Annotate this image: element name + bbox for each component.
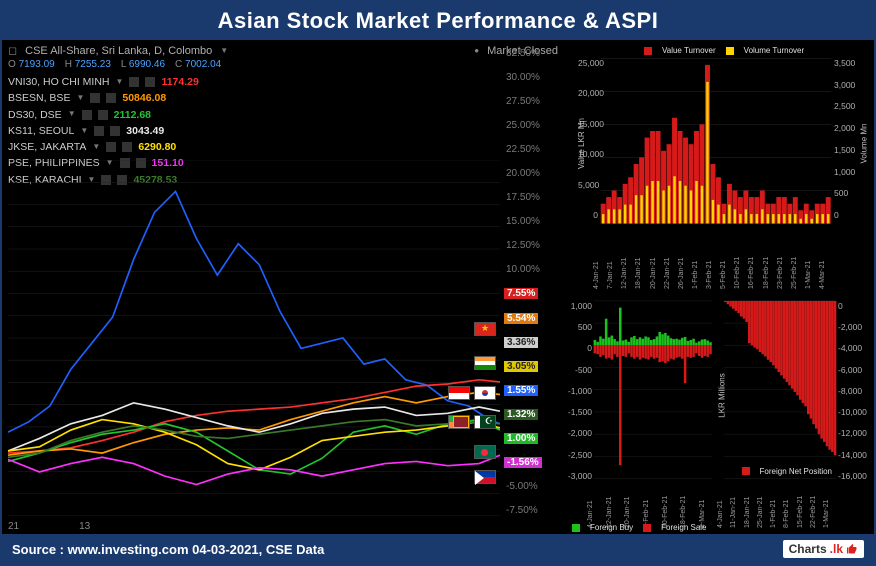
percent-badge: 3.36%	[504, 337, 538, 348]
net-position-chart: 0-2,000-4,000-6,000-8,000-10,000-12,000-…	[718, 295, 870, 530]
thumbs-up-icon	[846, 543, 858, 555]
main-x-axis: 21 13	[8, 521, 500, 532]
page-title: Asian Stock Market Performance & ASPI	[2, 2, 874, 40]
x-tick: 21	[8, 521, 19, 532]
ohlc-o-val: 7193.09	[19, 59, 55, 70]
foreign-flow-chart: 1,0005000-500-1,000-1,500-2,000-2,500-3,…	[564, 295, 716, 530]
percent-badge: 5.54%	[504, 313, 538, 324]
y-axis-label: Value LKR Mn	[577, 118, 586, 169]
logo-prefix: Charts	[789, 542, 827, 556]
main-line-chart	[8, 160, 500, 516]
right-panel: Value TurnoverVolume Turnover25,00020,00…	[564, 40, 874, 534]
ohlc-h-val: 7255.23	[75, 59, 111, 70]
logo-suffix: .lk	[830, 542, 843, 556]
foreign-legend: Foreign BuyForeign Sale	[572, 523, 707, 532]
percent-badge: 7.55%	[504, 288, 538, 299]
ohlc-o-label: O	[8, 59, 16, 70]
y-axis-label: LKR Millions	[718, 373, 727, 417]
y-axis-label-right: Volume Mn	[859, 123, 868, 163]
turnover-chart: Value TurnoverVolume Turnover25,00020,00…	[564, 44, 870, 291]
logo-badge: Charts.lk	[783, 540, 864, 558]
turnover-legend: Value TurnoverVolume Turnover	[644, 46, 804, 55]
ohlc-c-label: C	[175, 59, 182, 70]
percent-badge: 1.00%	[504, 433, 538, 444]
instrument-name: CSE All-Share, Sri Lanka, D, Colombo	[25, 45, 212, 57]
flag-icon	[474, 356, 496, 370]
ohlc-row: O 7193.09 H 7255.23 L 6990.46 C 7002.04	[8, 59, 558, 70]
status-dot-icon: ●	[474, 46, 479, 55]
flag-icon	[448, 386, 470, 400]
dashboard-body: ◻ CSE All-Share, Sri Lanka, D, Colombo ▼…	[2, 40, 874, 534]
source-text: Source : www.investing.com 04-03-2021, C…	[12, 542, 324, 557]
ohlc-h-label: H	[65, 59, 72, 70]
index-row: BSESN, BSE ▼ 50846.08	[8, 90, 558, 106]
index-row: DS30, DSE ▼ 2112.68	[8, 107, 558, 123]
flag-icon: ☪	[474, 415, 496, 429]
percent-badge: 3.05%	[504, 361, 538, 372]
percent-badge: 1.55%	[504, 385, 538, 396]
x-tick: 13	[79, 521, 90, 532]
percent-badge: -1.56%	[504, 457, 542, 468]
flag-icon	[474, 386, 496, 400]
index-row: JKSE, JAKARTA ▼ 6290.80	[8, 139, 558, 155]
chevron-down-icon: ▼	[220, 46, 228, 55]
flag-icon	[474, 445, 496, 459]
main-chart-panel: ◻ CSE All-Share, Sri Lanka, D, Colombo ▼…	[2, 40, 564, 534]
ohlc-c-val: 7002.04	[185, 59, 221, 70]
ohlc-l-val: 6990.46	[129, 59, 165, 70]
main-y-axis: 32.50%30.00%27.50%25.00%22.50%20.00%17.5…	[502, 48, 564, 516]
instrument-header: ◻ CSE All-Share, Sri Lanka, D, Colombo ▼…	[8, 44, 558, 57]
footer-bar: Source : www.investing.com 04-03-2021, C…	[2, 534, 874, 564]
flag-icon	[448, 415, 470, 429]
flag-icon	[474, 470, 496, 484]
flag-icon: ★	[474, 322, 496, 336]
percent-badge: 1.32%	[504, 409, 538, 420]
netpos-legend: Foreign Net Position	[742, 467, 832, 476]
index-row: KS11, SEOUL ▼ 3043.49	[8, 123, 558, 139]
index-row: VNI30, HO CHI MINH ▼ 1174.29	[8, 74, 558, 90]
ohlc-l-label: L	[121, 59, 126, 70]
box-icon: ◻	[8, 44, 17, 57]
